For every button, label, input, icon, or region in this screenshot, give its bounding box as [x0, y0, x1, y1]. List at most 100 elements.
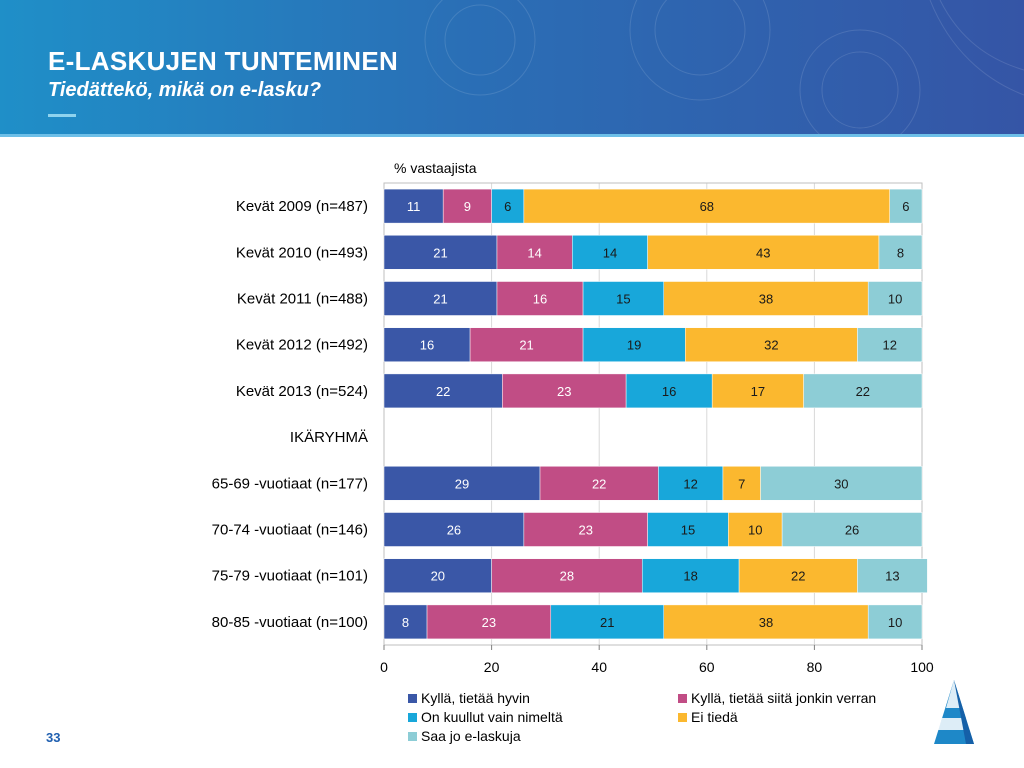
bar-segment	[625, 373, 713, 409]
data-label: 8	[897, 245, 904, 260]
bar-segment	[469, 327, 584, 362]
legend-label: Kyllä, tietää hyvin	[421, 690, 530, 706]
data-label: 11	[407, 199, 421, 214]
page-title: E-LASKUJEN TUNTEMINEN	[48, 46, 399, 76]
data-label: 6	[902, 199, 909, 214]
legend-item: Ei tiedä	[678, 709, 738, 725]
data-label: 22	[436, 384, 450, 399]
legend-swatch	[678, 712, 687, 722]
data-label: 12	[683, 476, 697, 491]
data-label: 68	[700, 199, 714, 214]
data-label: 16	[420, 338, 434, 353]
data-label: 26	[845, 523, 859, 538]
data-label: 38	[759, 292, 773, 307]
category-label: 70-74 -vuotiaat (n=146)	[212, 522, 368, 539]
bar-segment	[867, 281, 923, 316]
bar-segment	[878, 235, 923, 270]
data-label: 19	[627, 338, 641, 353]
bar-segment	[572, 235, 648, 270]
data-label: 10	[888, 292, 902, 307]
bar-segment	[582, 327, 686, 362]
data-label: 20	[431, 569, 445, 584]
data-label: 29	[455, 476, 469, 491]
title-accent-bar	[48, 114, 76, 117]
bar-segment	[442, 188, 492, 224]
x-tick-label: 40	[591, 659, 607, 675]
data-label: 23	[482, 615, 496, 630]
data-label: 21	[433, 292, 447, 307]
bar-segment	[722, 466, 761, 501]
data-label: 16	[662, 384, 676, 399]
bar-segment	[857, 327, 923, 362]
bar-segment	[857, 558, 928, 593]
data-label: 16	[533, 292, 547, 307]
legend-item: Kyllä, tietää hyvin	[408, 690, 530, 706]
header-banner: E-LASKUJEN TUNTEMINEN Tiedättekö, mikä o…	[0, 0, 1024, 136]
page-number: 33	[46, 730, 61, 745]
category-label: Kevät 2010 (n=493)	[236, 244, 368, 261]
banner-decoration	[424, 0, 1024, 136]
data-label: 13	[885, 569, 899, 584]
category-label: Kevät 2013 (n=524)	[236, 383, 368, 400]
category-label: Kevät 2012 (n=492)	[236, 337, 368, 354]
x-tick-label: 20	[484, 659, 500, 675]
bar-segment	[523, 512, 648, 547]
bar-segment	[383, 281, 498, 316]
bar-segment	[711, 373, 804, 409]
bar-segment	[491, 558, 643, 593]
bar-segment	[550, 604, 665, 640]
bar-segment	[383, 188, 444, 224]
bar-segment	[539, 466, 659, 501]
data-label: 15	[681, 523, 695, 538]
data-label: 43	[756, 245, 770, 260]
legend-swatch	[408, 712, 417, 722]
x-tick-label: 80	[807, 659, 823, 675]
bar-segment	[663, 604, 869, 640]
legend-swatch	[408, 693, 417, 703]
category-label: Kevät 2009 (n=487)	[236, 198, 368, 215]
data-label: 10	[748, 523, 762, 538]
plot-frame	[383, 182, 923, 646]
category-label: IKÄRYHMÄ	[290, 429, 368, 446]
data-label: 26	[447, 523, 461, 538]
category-label: 75-79 -vuotiaat (n=101)	[212, 568, 368, 585]
data-label: 7	[738, 476, 745, 491]
data-label: 22	[592, 476, 606, 491]
data-label: 22	[791, 569, 805, 584]
bar-segment	[383, 235, 498, 270]
legend-label: Saa jo e-laskuja	[421, 728, 521, 744]
x-tick-label: 60	[699, 659, 715, 675]
legend-label: Kyllä, tietää siitä jonkin verran	[691, 690, 877, 706]
bar-segment	[502, 373, 627, 409]
data-label: 23	[557, 384, 571, 399]
bar-segment	[728, 512, 783, 547]
bar-segment	[496, 281, 584, 316]
data-label: 15	[616, 292, 630, 307]
legend-item: Kyllä, tietää siitä jonkin verran	[678, 690, 876, 706]
data-label: 30	[834, 476, 848, 491]
data-label: 10	[888, 615, 902, 630]
data-label: 23	[579, 523, 593, 538]
data-label: 21	[433, 245, 447, 260]
bar-segment	[803, 373, 923, 409]
bar-segment	[383, 373, 503, 409]
data-label: 8	[402, 615, 409, 630]
category-label: Kevät 2011 (n=488)	[237, 291, 368, 308]
data-label: 32	[764, 338, 778, 353]
data-label: 18	[683, 569, 697, 584]
legend-swatch	[408, 731, 417, 741]
bar-segment	[383, 466, 541, 501]
chart-unit-label: % vastaajista	[394, 160, 477, 176]
data-label: 38	[759, 615, 773, 630]
bar-segment	[523, 188, 890, 224]
bar-segment	[383, 512, 525, 547]
bar-segment	[658, 466, 724, 501]
bar-segment	[685, 327, 858, 362]
data-label: 21	[519, 338, 533, 353]
data-label: 28	[560, 569, 574, 584]
x-tick-label: 0	[380, 659, 388, 675]
bar-segment	[383, 604, 428, 640]
data-label: 6	[504, 199, 511, 214]
data-label: 22	[856, 384, 870, 399]
page-subtitle: Tiedättekö, mikä on e-lasku?	[48, 79, 322, 101]
